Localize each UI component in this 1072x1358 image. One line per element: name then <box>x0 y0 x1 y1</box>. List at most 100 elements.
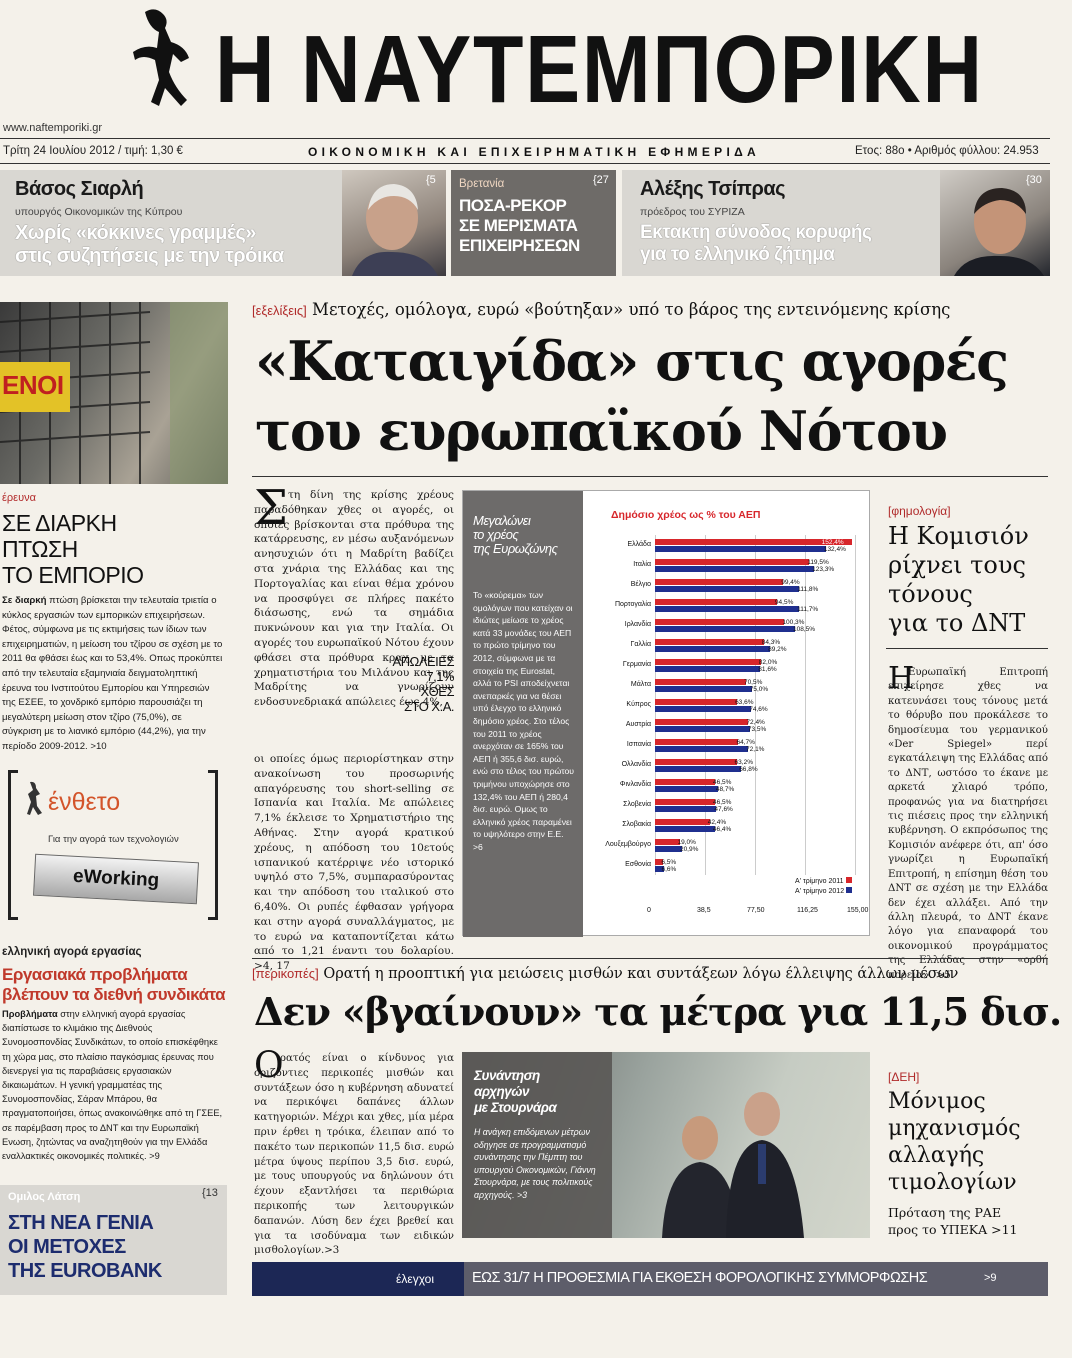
teaser-headline: ΠΟΣΑ-ΡΕΚΟΡ <box>459 196 567 215</box>
chart-data-label: 81,6% <box>758 666 777 673</box>
main-body-top: τη δίνη της κρίσης χρέους παραδόθηκαν χθ… <box>254 489 454 709</box>
teaser-tsipras[interactable]: Αλέξης Τσίπρας πρόεδρος του ΣΥΡΙΖΑ Εκτακ… <box>622 170 1050 276</box>
chart-data-label: 6,6% <box>661 866 677 873</box>
chart-category-label: Γερμανία <box>622 661 651 668</box>
insert-badge-label: eWorking <box>72 865 160 892</box>
pullquote: ΑΠΩΛΕΙΕΣ 7,1% ΧΘΕΣ ΣΤΟ Χ.Α. <box>364 654 455 714</box>
chart-bar <box>655 746 749 752</box>
footer-bar[interactable]: έλεγχοι ΕΩΣ 31/7 Η ΠΡΟΘΕΣΜΙΑ ΓΙΑ ΕΚΘΕΣΗ … <box>252 1262 1048 1296</box>
research-title: ΠΤΩΣΗ <box>2 536 78 562</box>
dei-sub: Πρόταση της ΡΑΕ προς το ΥΠΕΚΑ >11 <box>888 1204 1017 1238</box>
chart-gridline <box>755 535 756 875</box>
page-ref: {5 <box>426 174 436 186</box>
rumour-rule <box>886 648 1048 649</box>
chart-data-label: 132,4% <box>823 546 846 553</box>
chart-row: Ολλανδία 63,2% 66,8% <box>585 759 869 779</box>
chart-bar <box>655 866 664 872</box>
dei-title-line: τιμολογίων <box>888 1170 1017 1195</box>
chart-data-label: 72,4% <box>746 719 765 726</box>
rumour-tag: [φημολογία] <box>888 504 951 518</box>
labour-tag: ελληνική αγορά εργασίας <box>2 946 142 958</box>
research-text: πτώση βρίσκεται την τελευταία τριετία ο … <box>2 595 223 752</box>
chart-data-label: 46,5% <box>713 799 732 806</box>
labour-title: Εργασιακά προβλήματα <box>2 965 188 984</box>
chart-data-label: 111,7% <box>797 606 819 613</box>
chart-category-label: Ισπανία <box>626 741 651 748</box>
research-tag: έρευνα <box>2 492 36 504</box>
second-dropcap: Ο <box>254 1045 284 1086</box>
teaser-headline: ΕΠΙΧΕΙΡΗΣΕΩΝ <box>459 236 580 255</box>
chart-bar <box>655 786 718 792</box>
chart-box-title: Μεγαλώνει <box>473 513 531 528</box>
teaser-headline: Εκτακτη σύνοδος κορυφής <box>640 222 872 243</box>
chart-row: Μάλτα 70,5% 75,0% <box>585 679 869 699</box>
chart-bar <box>655 799 715 805</box>
footer-tag: έλεγχοι <box>396 1272 435 1286</box>
chart-box-title: της Ευρωζώνης <box>473 541 558 556</box>
research-body: Σε διαρκή πτώση βρίσκεται την τελευταία … <box>2 594 224 755</box>
photo-caption-box <box>462 1052 612 1238</box>
labour-title: βλέπουν τα διεθνή συνδικάτα <box>2 985 226 1004</box>
chart-bar <box>655 759 737 765</box>
latsis-title: ΣΤΗ ΝΕΑ ΓΕΝΙΑ <box>8 1212 154 1234</box>
chart-gridline <box>705 535 706 875</box>
legend-item: Α' τρίμηνο 2012 <box>795 887 853 895</box>
chart-category-label: Ολλανδία <box>621 761 651 768</box>
chart-bar <box>655 806 717 812</box>
chart-box-text: Το «κούρεμα» των ομολόγων που κατείχαν ο… <box>473 590 574 852</box>
insert-title: ένθετο <box>48 788 121 816</box>
chart-data-label: 123,3% <box>812 566 835 573</box>
legend-item: Α' τρίμηνο 2011 <box>795 877 852 885</box>
dei-title-line: Μόνιμος <box>888 1089 986 1114</box>
chart-sidebar <box>463 491 583 937</box>
chart-data-label: 100,3% <box>782 619 805 626</box>
chart-data-label: 73,5% <box>747 726 767 733</box>
legend-swatch <box>846 887 853 893</box>
second-body: ρατός είναι ο κίνδυνος για οριζόντιες πε… <box>254 1053 454 1257</box>
insert-box[interactable]: ένθετο Για την αγορά των τεχνολογιών eWo… <box>8 770 220 920</box>
dei-title: Μόνιμος μηχανισμός αλλαγής τιμολογίων <box>888 1088 1048 1196</box>
shop-photo: ΕΝΟΙ <box>0 302 228 484</box>
chart-data-label: 20,9% <box>679 846 699 853</box>
photo-box-title: αρχηγών <box>474 1084 530 1099</box>
chart-data-label: 66,8% <box>739 766 758 773</box>
chart-data-label: 119,5% <box>807 559 829 566</box>
footer-text: ΕΩΣ 31/7 Η ΠΡΟΘΕΣΜΙΑ ΓΙΑ ΕΚΘΕΣΗ ΦΟΡΟΛΟΓΙ… <box>472 1270 928 1286</box>
chart-data-label: 152,4% <box>821 539 844 546</box>
chart-row: Ελλάδα 152,4% 132,4% <box>585 539 869 559</box>
chart-data-label: 46,5% <box>713 779 732 786</box>
chart-bar <box>655 859 664 865</box>
chart-tick-label: 38,5 <box>697 907 711 914</box>
chart-data-label: 48,7% <box>715 786 735 793</box>
chart-bar <box>655 846 682 852</box>
website-url[interactable]: www.naftemporiki.gr <box>3 122 103 134</box>
bracket-left <box>8 770 18 920</box>
teaser-headline: στις συζητήσεις με την τρόικα <box>15 245 284 267</box>
chart-category-label: Σλοβακία <box>622 821 651 828</box>
teaser-siarli[interactable]: Βάσος Σιαρλή υπουργός Οικονομικών της Κύ… <box>0 170 446 276</box>
latsis-kicker: Ομιλος Λάτση <box>8 1191 81 1203</box>
chart-title: Δημόσιο χρέος ως % του ΑΕΠ <box>611 509 761 521</box>
chart-category-label: Λουξεμβούργο <box>605 841 651 848</box>
chart-row: Κύπρος 63,6% 74,6% <box>585 699 869 719</box>
dei-sub-line: προς το ΥΠΕΚΑ >11 <box>888 1222 1018 1237</box>
teaser-headline: Χωρίς «κόκκινες γραμμές» <box>15 222 256 244</box>
photo-box-text: Η ανάγκη επιδόμενων μέτρων οδηγησε σε πρ… <box>474 1127 596 1200</box>
chart-bar <box>655 606 800 612</box>
research-title: ΤΟ ΕΜΠΟΡΙΟ <box>2 562 144 588</box>
chart-bar <box>655 546 826 552</box>
chart-row: Ιταλία 119,5% 123,3% <box>585 559 869 579</box>
chart-category-label: Αυστρία <box>625 721 651 728</box>
chart-bar <box>655 826 715 832</box>
teaser-britain[interactable]: Βρετανία ΠΟΣΑ-ΡΕΚΟΡ ΣΕ ΜΕΡΙΣΜΑΤΑ ΕΠΙΧΕΙΡ… <box>451 170 616 276</box>
teaser-headline: για το ελληνικό ζήτημα <box>640 244 835 265</box>
latsis-teaser[interactable]: Ομιλος Λάτση {13 ΣΤΗ ΝΕΑ ΓΕΝΙΑ ΟΙ ΜΕΤΟΧΕ… <box>0 1185 227 1295</box>
chart-category-label: Κύπρος <box>626 701 651 708</box>
dei-tag: [ΔΕΗ] <box>888 1070 920 1084</box>
chart-category-label: Φινλανδία <box>619 781 651 788</box>
date-price: Τρίτη 24 Ιουλίου 2012 / τιμή: 1,30 € <box>3 145 183 157</box>
main-dropcap: Σ <box>254 480 288 536</box>
chart-data-label: 94,5% <box>774 599 794 606</box>
page-ref: {13 <box>202 1187 218 1199</box>
legend-label: Α' τρίμηνο 2012 <box>795 888 845 895</box>
